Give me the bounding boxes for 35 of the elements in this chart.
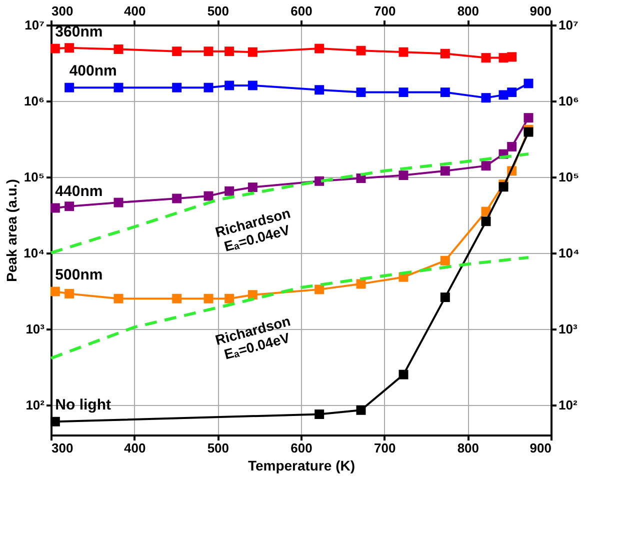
text: 10⁴ [558,245,580,260]
x2-tick-label: 600 [290,4,312,18]
x-tick-label: 400 [124,440,146,456]
series-label: 400nm [69,62,117,80]
x2-tick-label: 800 [457,4,480,18]
series-label: 440nm [55,182,103,200]
x-tick-label: 500 [207,440,230,456]
y-tick-label: 10⁶ [24,93,45,108]
series-label: 360nm [55,24,103,41]
y-tick-label: 10⁴ [24,245,44,260]
x-axis-title: Temperature (K) [248,458,356,474]
x-tick-label: 700 [374,440,396,456]
text: 10⁵ [558,169,580,184]
y-tick-label: 10⁷ [24,18,44,32]
text: 10² [558,397,578,412]
x-tick-label: 800 [457,440,480,456]
x-tick-label: 300 [52,440,74,456]
series-label: No light [55,396,111,414]
x-tick-label: 600 [290,440,312,456]
y-tick-label: 10⁵ [24,169,44,184]
series-label: 500nm [55,266,103,284]
text: 10⁶ [558,93,579,108]
x2-tick-label: 500 [207,4,230,18]
x2-tick-label: 700 [374,4,396,18]
x2-tick-label: 400 [124,4,146,18]
text: 10⁷ [558,18,578,32]
y-tick-label: 10² [26,397,46,412]
text: 10³ [558,321,578,336]
y-axis-title: Peak area (a.u.) [4,179,20,282]
x-tick-label: 900 [530,440,552,456]
line-series [50,256,530,360]
y-tick-label: 10³ [26,321,46,336]
x2-tick-label: 900 [530,4,552,18]
x2-tick-label: 300 [52,4,74,18]
line-series [50,152,530,254]
